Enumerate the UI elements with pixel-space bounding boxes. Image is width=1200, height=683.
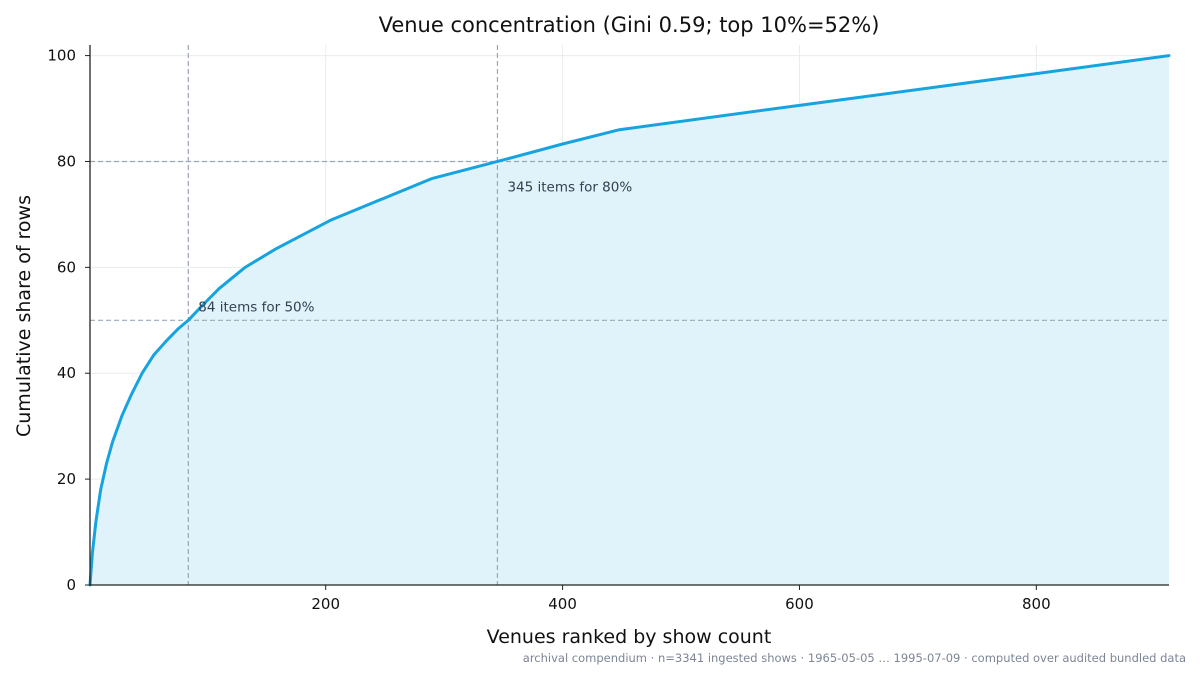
x-tick-label-2: 600 [785,595,814,613]
series-line [88,54,1171,587]
tick-labels: 200 400 600 800 0 20 40 60 80 100 [47,47,1050,613]
chart-caption: archival compendium · n=3341 ingested sh… [523,651,1186,665]
annotation-0: 84 items for 50% [198,299,314,315]
y-tick-label-0: 0 [66,576,76,594]
annotations: 84 items for 50% 345 items for 80% [198,179,632,315]
x-tick-label-1: 400 [548,595,577,613]
x-tick-label-0: 200 [311,595,340,613]
y-tick-label-2: 40 [57,364,76,382]
y-tick-label-3: 60 [57,258,76,276]
series-layer [88,54,1171,587]
annotation-1: 345 items for 80% [507,179,632,195]
y-tick-label-4: 80 [57,152,76,170]
y-tick-label-1: 20 [57,470,76,488]
y-axis-label: Cumulative share of rows [13,195,35,437]
x-axis-label: Venues ranked by show count [487,626,772,648]
chart-title: Venue concentration (Gini 0.59; top 10%=… [379,13,880,37]
y-tick-label-5: 100 [47,47,76,65]
axes [89,45,1169,586]
reference-lines [90,45,1169,585]
x-tick-label-3: 800 [1022,595,1051,613]
